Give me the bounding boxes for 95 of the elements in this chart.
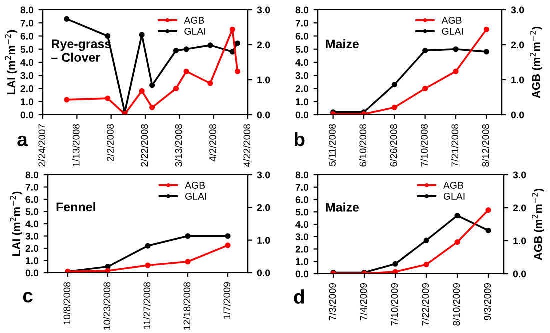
y-tick-label: 6.0 [26,196,39,204]
annotation: Maize [326,202,360,212]
x-tick-label: 4/2/2008 [209,124,216,162]
x-tick-label: 12/18/2008 [183,282,191,330]
y-tick-label: 5.0 [296,46,309,53]
y2-tick-label: 1.0 [512,76,524,84]
legend-label: AGB [184,17,204,24]
y-tick-label: 2.0 [296,85,309,92]
y-tick-label: 2.0 [296,246,309,253]
text: b [294,132,305,146]
y2-tick-label: 1.0 [514,238,526,245]
y-tick-label: 7.0 [296,20,309,27]
y2-axis-title: AGB (m$^{2}$m$^{−2}$) [530,26,542,98]
x-tick-label: 1/7/2009 [223,282,231,320]
x-tick-label: 7/4/2009 [360,283,368,320]
text: d [294,290,304,304]
x-tick-label: 7/10/2009 [390,283,398,326]
y-tick-label: 8.0 [20,6,34,14]
legend-label: GLAI [184,28,206,35]
legend-label: AGB [185,182,206,189]
y-tick-label: 2.0 [26,245,39,252]
y-tick-label: 0.0 [20,112,34,119]
x-tick-label: 7/21/2008 [451,124,459,167]
y2-tick-label: 2.0 [257,42,270,49]
y2-tick-label: 2.0 [513,204,526,212]
y-tick-label: 1.0 [21,98,34,106]
x-tick-label: 5/11/2008 [328,124,336,166]
legend-label: GLAI [186,193,206,200]
y-tick-label: 6.0 [20,32,34,40]
y-tick-label: 7.0 [26,184,39,191]
y-tick-label: 0.0 [296,270,309,278]
y-tick-label: 5.0 [296,208,309,216]
text: a [18,136,28,146]
y-tick-label: 6.0 [296,196,309,204]
legend-label: AGB [443,182,464,189]
y-tick-label: 3.0 [20,72,34,80]
x-tick-label: 3/13/2008 [175,124,182,167]
legend-label: AGB [442,17,462,24]
x-tick-label: 10/8/2008 [63,282,71,325]
y2-tick-label: 1.0 [258,237,270,244]
y-tick-label: 4.0 [20,59,34,66]
annotation: Maize [326,39,359,49]
y2-tick-label: 0.0 [257,270,270,277]
x-tick-label: 10/23/2008 [103,282,111,330]
x-tick-label: 7/10/2008 [420,124,428,167]
legend-label: GLAI [444,193,465,200]
y-tick-label: 8.0 [296,172,309,179]
y-tick-label: 4.0 [26,220,39,228]
y2-tick-label: 2.0 [257,204,270,212]
y-tick-label: 1.0 [296,98,309,106]
y-tick-label: 8.0 [26,172,39,179]
y2-tick-label: 3.0 [511,6,524,14]
x-tick-label: 6/26/2008 [390,124,398,167]
y-tick-label: 0.0 [296,112,309,119]
y2-tick-label: 3.0 [257,6,270,14]
y-tick-label: 0.0 [26,270,39,277]
y-tick-label: 5.0 [20,46,34,53]
y-tick-label: 3.0 [296,234,309,241]
y2-tick-label: 1.0 [258,76,270,84]
y2-tick-label: 0.0 [511,112,524,119]
x-tick-label: 8/10/2009 [452,283,460,326]
y-tick-label: 4.0 [296,59,309,66]
y-tick-label: 3.0 [26,232,39,240]
x-tick-label: 2/22/2008 [140,124,148,167]
x-tick-label: 11/27/2008 [143,282,151,330]
y-tick-label: 8.0 [296,6,309,14]
x-tick-label: 1/13/2008 [72,124,80,167]
y-tick-label: 4.0 [296,221,309,228]
y-tick-label: 6.0 [296,32,309,40]
x-tick-label: 2/2/2008 [106,124,114,162]
x-tick-label: 8/12/2008 [482,124,490,167]
y2-tick-label: 0.0 [257,112,270,119]
y2-axis-title: AGB (m$^{2}$m$^{−2}$) [532,188,544,260]
y-axis-title: LAI (m$^{2}$m$^{−2}$) [5,30,18,94]
y-tick-label: 3.0 [296,72,309,80]
y2-tick-label: 2.0 [511,42,524,49]
legend-label: GLAI [442,28,464,35]
annotation: Fennel [56,202,96,212]
y-tick-label: 5.0 [26,208,39,216]
y-tick-label: 1.0 [296,258,309,266]
y2-tick-label: 0.0 [513,270,526,278]
y-axis-title: LAI (m$^{2}$m$^{−2}$) [10,192,23,256]
text: c [23,292,33,303]
x-tick-label: 9/3/2009 [484,283,492,320]
y-tick-label: 1.0 [26,257,39,264]
x-tick-label: 2/24/2007 [38,124,46,167]
x-tick-label: 4/22/2008 [243,124,251,168]
y-tick-label: 7.0 [20,20,34,27]
y2-tick-label: 3.0 [257,172,270,179]
y-tick-label: 2.0 [20,85,34,92]
y2-tick-label: 3.0 [513,172,526,179]
x-tick-label: 6/10/2008 [359,124,367,167]
x-tick-label: 7/3/2009 [328,283,336,320]
x-tick-label: 7/22/2009 [422,283,430,326]
y-tick-label: 7.0 [296,184,309,191]
